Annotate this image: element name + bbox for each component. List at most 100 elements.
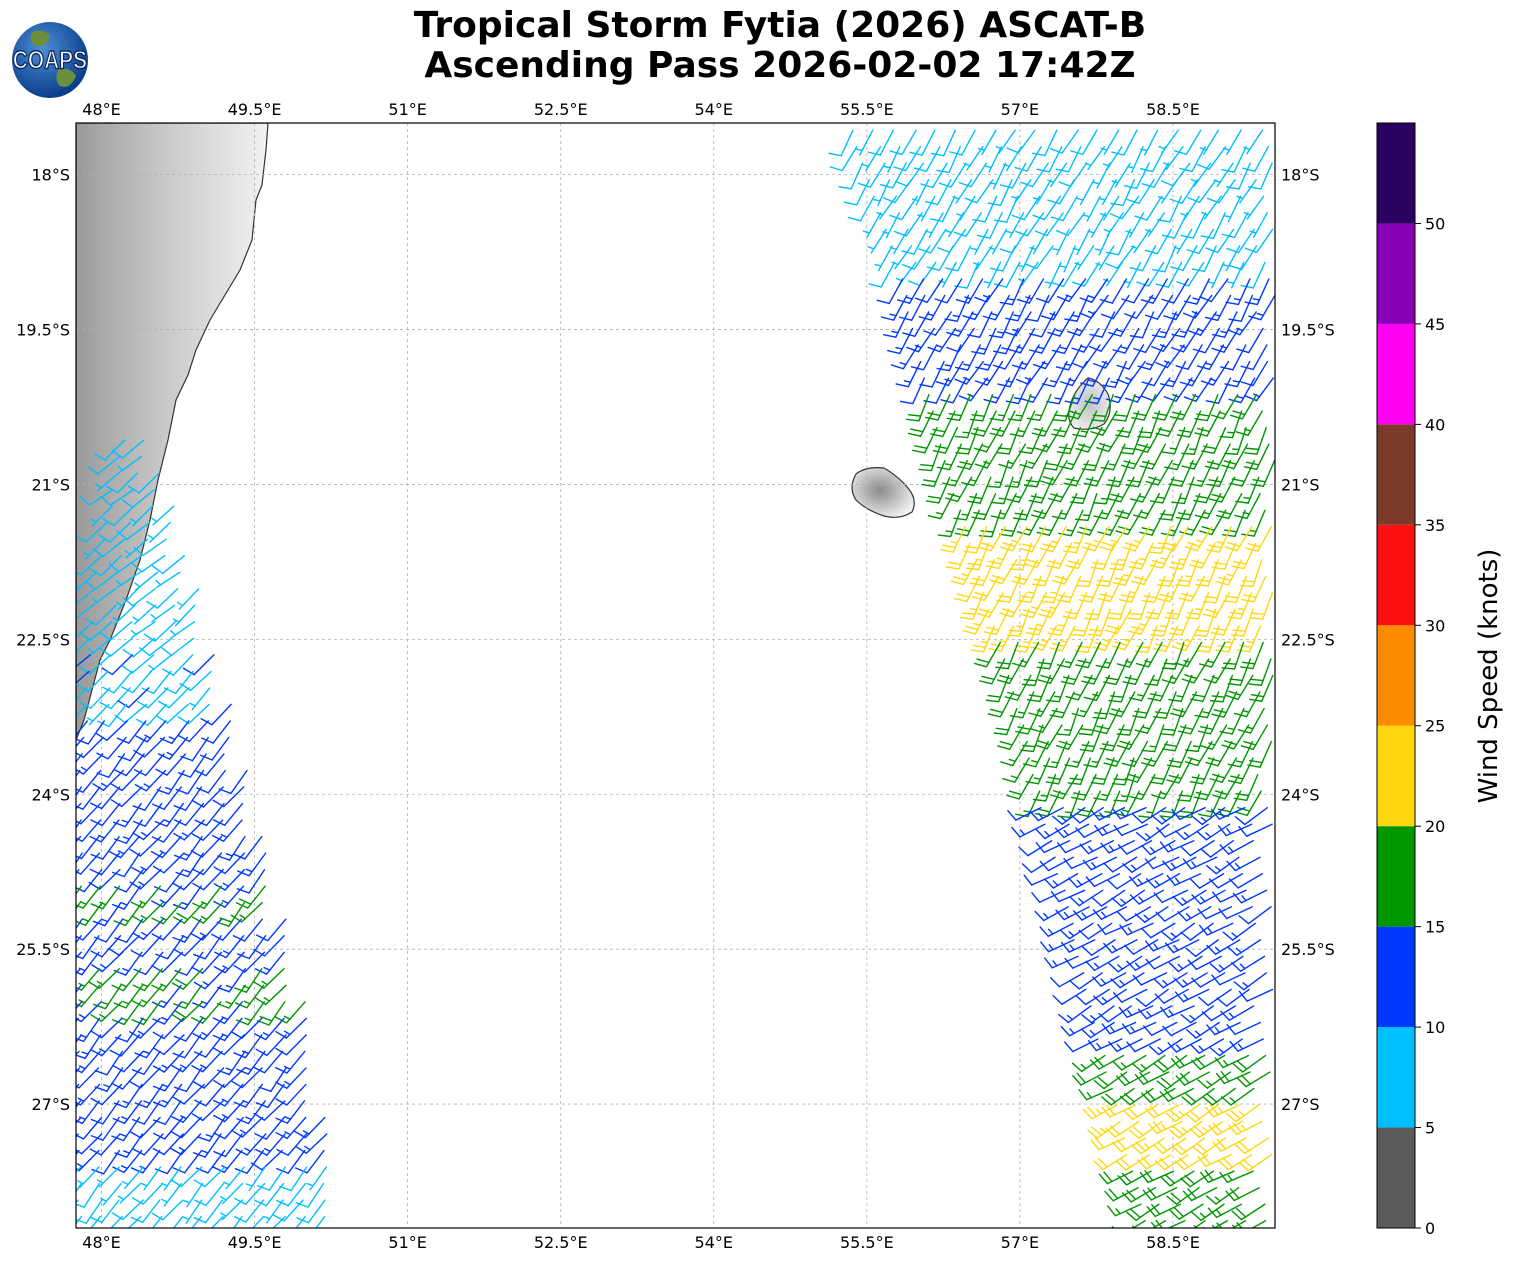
wind-barb: [1071, 608, 1095, 637]
lat-tick-label-left: 21°S: [31, 475, 70, 494]
wind-barb: [1152, 1137, 1187, 1155]
wind-barb: [1214, 1054, 1250, 1069]
wind-barb: [1164, 592, 1189, 620]
continent-shape: [56, 68, 76, 87]
wind-barb: [1100, 129, 1120, 156]
wind-barb: [76, 918, 103, 941]
wind-barb: [1206, 856, 1240, 875]
axis-tick-labels: 48°E 48°E 49.5°E 49.5°E 51°E 51°E 52.5°E 52.5°E…: [16, 100, 1335, 1252]
wind-barb: [92, 769, 125, 791]
wind-barb: [1085, 873, 1121, 888]
wind-barb: [1227, 740, 1254, 768]
wind-barb: [1161, 641, 1185, 670]
wind-barb: [954, 410, 978, 439]
wind-barb: [89, 786, 121, 810]
wind-barb: [1169, 1203, 1204, 1220]
wind-barb: [117, 736, 147, 762]
wind-barb: [1014, 146, 1042, 172]
wind-barb: [100, 488, 135, 506]
wind-barb: [907, 410, 934, 437]
wind-barb: [1144, 1104, 1180, 1119]
wind-barb: [79, 687, 111, 709]
wind-barb: [1017, 575, 1042, 604]
wind-barb: [1123, 1104, 1158, 1121]
lat-tick-label-left: 27°S: [31, 1095, 70, 1114]
wind-barb: [861, 146, 882, 172]
wind-barb: [1075, 988, 1110, 1006]
wind-barb: [122, 488, 156, 509]
wind-barb: [1044, 955, 1079, 969]
wind-barb: [127, 1215, 142, 1228]
wind-barb: [232, 918, 263, 942]
wind-barb: [829, 146, 858, 172]
wind-barb: [1111, 625, 1140, 651]
wind-barb: [936, 443, 962, 471]
wind-barb: [1089, 311, 1116, 338]
wind-barb: [172, 1083, 205, 1105]
wind-barb: [124, 538, 149, 559]
wind-barb: [171, 1001, 204, 1022]
wind-barb: [983, 261, 1002, 289]
wind-barb: [993, 707, 1018, 736]
wind-barb: [1078, 922, 1113, 940]
wind-barb: [1165, 1104, 1200, 1123]
wind-barb: [1177, 906, 1212, 922]
wind-barb: [95, 720, 128, 741]
wind-barb: [130, 621, 156, 639]
wind-barb: [1045, 674, 1070, 703]
wind-barb: [969, 559, 995, 587]
wind-barb: [174, 835, 203, 861]
wind-barb: [134, 1034, 164, 1059]
wind-barb: [1182, 856, 1218, 870]
wind-barb: [1245, 526, 1273, 552]
wind-barb: [1238, 906, 1272, 925]
wind-barb: [1229, 1038, 1264, 1052]
wind-barb: [1223, 195, 1242, 223]
wind-barb: [958, 162, 988, 188]
wind-barb: [1081, 939, 1116, 956]
wind-barb: [1046, 377, 1072, 405]
wind-barb: [1056, 641, 1083, 669]
wind-barb: [1177, 707, 1204, 735]
wind-barb: [136, 687, 169, 709]
wind-barb: [236, 1100, 266, 1125]
wind-barb: [906, 327, 935, 353]
wind-barb: [1018, 261, 1039, 286]
wind-barb: [212, 802, 244, 826]
wind-barb: [230, 1017, 263, 1039]
wind-barb: [1141, 575, 1166, 604]
wind-barb: [1138, 790, 1162, 819]
wind-barb: [251, 1215, 265, 1228]
wind-barb: [1180, 922, 1214, 941]
wind-barb: [139, 637, 173, 657]
wind-barb: [1197, 1153, 1232, 1168]
wind-barb: [1147, 674, 1174, 702]
wind-barb: [191, 819, 224, 841]
wind-barb: [152, 1017, 185, 1040]
wind-barb: [1131, 1054, 1166, 1073]
wind-barb: [1226, 856, 1261, 872]
wind-barb: [1121, 1021, 1157, 1035]
wind-barb: [1220, 1087, 1255, 1106]
wind-barb: [1116, 724, 1145, 750]
wind-barb: [1082, 1104, 1118, 1120]
wind-barb: [1067, 757, 1092, 786]
wind-barb: [90, 1001, 123, 1023]
wind-barb: [1109, 542, 1133, 571]
wind-barb: [76, 1116, 103, 1140]
wind-barb: [1131, 393, 1157, 421]
wind-barb: [275, 1034, 307, 1056]
wind-barb: [1205, 228, 1235, 254]
wind-barb: [1121, 278, 1150, 304]
wind-barb: [1090, 542, 1115, 570]
wind-barb: [235, 1133, 267, 1156]
wind-barb: [1232, 1054, 1267, 1073]
wind-barb: [1124, 939, 1159, 955]
wind-barb: [1166, 873, 1202, 886]
wind-barb: [257, 1166, 286, 1191]
wind-barb: [1028, 476, 1054, 504]
wind-barb: [1019, 526, 1046, 553]
wind-barb: [1248, 294, 1275, 321]
wind-barb: [1180, 1005, 1215, 1024]
wind-barb: [1082, 526, 1110, 552]
